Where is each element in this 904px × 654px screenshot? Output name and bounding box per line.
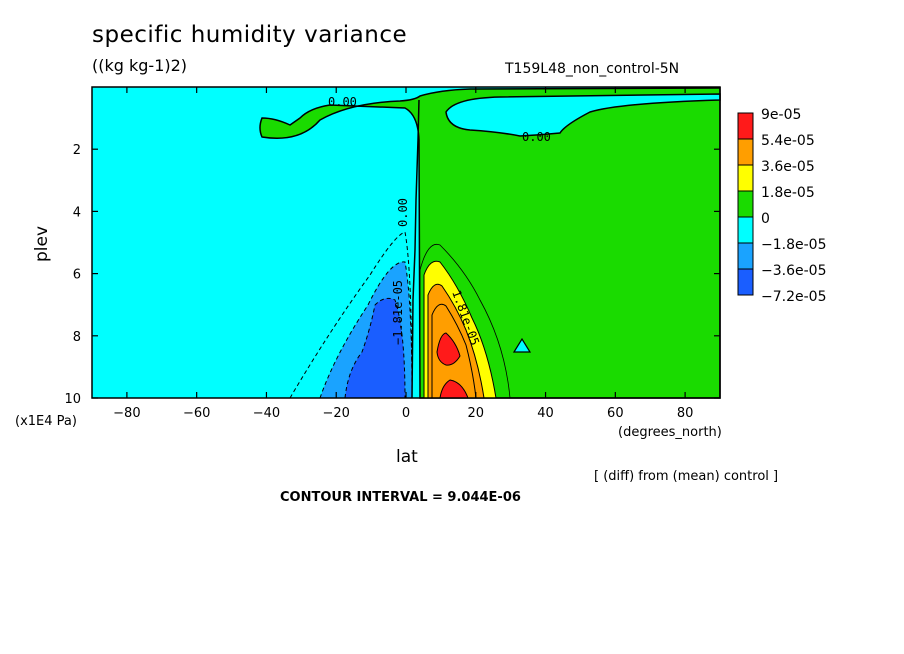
legend-label: 1.8e-05 [761, 185, 815, 201]
run-label: T159L48_non_control-5N [505, 61, 680, 77]
contour-label: 0.00 [396, 198, 410, 227]
legend-swatch [737, 138, 754, 166]
legend-label: −1.8e-05 [761, 237, 826, 253]
legend-label: 3.6e-05 [761, 159, 815, 175]
legend-swatch [737, 112, 754, 140]
x-tick-label: 60 [607, 406, 624, 421]
legend-swatch [737, 164, 754, 192]
positive-lobe-core-contour [431, 303, 477, 399]
contour-label: 0.00 [522, 130, 551, 144]
x-tick-label: −20 [323, 406, 350, 421]
zero-contour-line [411, 99, 420, 399]
positive-lobe-red-lower [439, 379, 469, 399]
y-axis-unit: (x1E4 Pa) [15, 414, 77, 429]
x-tick-label: −80 [113, 406, 140, 421]
legend-label: −3.6e-05 [761, 263, 826, 279]
x-tick-label: 0 [402, 406, 410, 421]
positive-lobe-red-upper [436, 332, 461, 366]
negative-outline-outer [289, 231, 413, 399]
y-tick-label: 2 [73, 143, 81, 158]
y-tick-label: 6 [73, 268, 81, 283]
contour-label: −1.81e-05 [391, 280, 405, 345]
legend-swatch [737, 268, 754, 296]
diff-note: [ (diff) from (mean) control ] [594, 469, 779, 484]
contour-label: 0.00 [328, 95, 357, 109]
contour-interval: CONTOUR INTERVAL = 9.044E-06 [280, 490, 521, 505]
legend-swatch [737, 242, 754, 270]
y-tick-label: 4 [73, 205, 81, 220]
legend-swatch [737, 190, 754, 218]
x-tick-label: 40 [537, 406, 554, 421]
negative-lobe-2 [344, 297, 406, 399]
negative-blob-small [512, 337, 532, 353]
x-tick-label: 20 [468, 406, 485, 421]
x-tick-label: 80 [677, 406, 694, 421]
x-tick-label: −60 [183, 406, 210, 421]
legend-label: 0 [761, 211, 770, 227]
y-tick-label: 10 [64, 392, 81, 407]
chart-units: ((kg kg-1)2) [92, 56, 188, 75]
y-tick-label: 8 [73, 330, 81, 345]
legend-label: 9e-05 [761, 107, 801, 123]
x-axis-unit: (degrees_north) [618, 425, 722, 440]
legend-label: −7.2e-05 [761, 289, 826, 305]
legend-label: 5.4e-05 [761, 133, 815, 149]
positive-lobe-contour [419, 243, 511, 399]
legend-swatch [737, 216, 754, 244]
positive-region [259, 87, 721, 399]
chart-title: specific humidity variance [92, 22, 408, 48]
x-axis-label: lat [396, 447, 418, 467]
positive-lobe-orange [427, 283, 485, 399]
x-tick-label: −40 [253, 406, 280, 421]
